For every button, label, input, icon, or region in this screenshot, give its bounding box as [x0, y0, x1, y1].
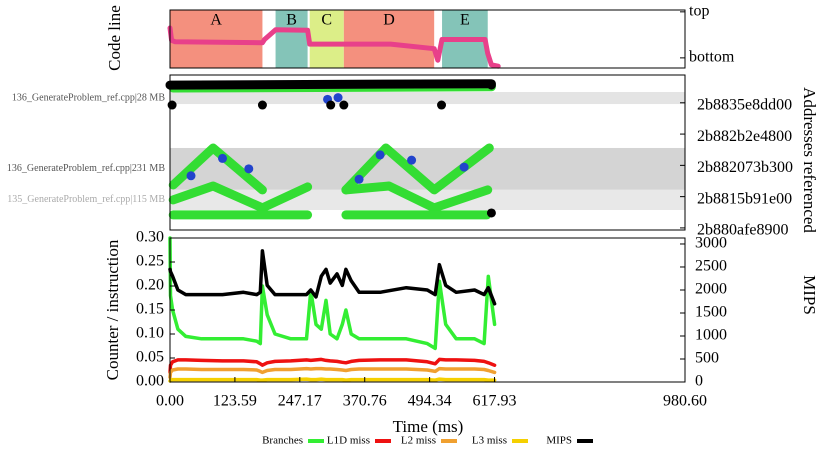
- y-tick-label: 0.15: [136, 301, 164, 318]
- plot-frame: [169, 237, 686, 383]
- address-point: [459, 162, 469, 172]
- y-tick-label: 0.10: [136, 325, 164, 342]
- address-trail: [168, 143, 267, 195]
- y-tick-label: 2b882b2e4800: [697, 128, 792, 145]
- y2-tick-label: 1000: [695, 327, 727, 344]
- phase-label: C: [321, 12, 332, 29]
- legend-label: Branches: [262, 435, 303, 447]
- address-point: [244, 164, 254, 174]
- y2-tick-label: 3000: [695, 235, 727, 252]
- y-tick-label: top: [689, 3, 709, 20]
- y2-tick-label: 0: [695, 373, 703, 390]
- series-line: [168, 249, 497, 306]
- plot-frame: [169, 74, 686, 231]
- code-line-trace: [167, 25, 501, 69]
- address-point: [375, 150, 385, 160]
- region-label: 135_GenerateProblem_ref.cpp|115 MB: [7, 194, 165, 205]
- legend-label: MIPS: [546, 435, 572, 447]
- address-trail: [341, 181, 493, 213]
- series-line: [168, 366, 497, 379]
- y-tick-label: bottom: [689, 49, 735, 66]
- address-point: [486, 80, 496, 90]
- address-trail: [165, 79, 496, 90]
- address-trail: [168, 181, 313, 213]
- address-point: [486, 208, 496, 218]
- x-tick-label: 370.76: [343, 393, 387, 410]
- memory-region: [170, 92, 685, 105]
- x-tick-label: 617.93: [473, 393, 517, 410]
- phase-label: D: [383, 12, 395, 29]
- y-tick-label: 2b880afe8900: [697, 222, 789, 239]
- address-point: [257, 100, 267, 110]
- y-axis-label: Counter / instruction: [103, 239, 122, 380]
- address-point: [437, 100, 447, 110]
- y-axis-label: Code line: [105, 5, 124, 71]
- y-axis-label: Addresses referenced: [800, 87, 819, 233]
- x-tick-label: 980.60: [663, 393, 707, 410]
- x-tick-label: 494.34: [408, 393, 452, 410]
- phase-label: B: [286, 12, 297, 29]
- address-point: [407, 155, 417, 165]
- address-point: [326, 100, 336, 110]
- y2-tick-label: 1500: [695, 304, 727, 321]
- address-point: [186, 171, 196, 181]
- legend-label: L1D miss: [327, 435, 370, 447]
- y-tick-label: 0.30: [136, 229, 164, 246]
- x-tick-label: 123.59: [213, 393, 257, 410]
- y-tick-label: 2b882073b300: [697, 159, 793, 176]
- phase: [170, 10, 263, 68]
- series-line: [168, 357, 497, 375]
- plot-frame: [169, 9, 686, 69]
- address-point: [218, 153, 228, 163]
- legend-label: L2 miss: [401, 435, 436, 447]
- region-label: 136_GenerateProblem_ref.cpp|28 MB: [12, 92, 165, 103]
- series-line: [168, 236, 497, 351]
- y-tick-label: 2b8815b91e00: [697, 190, 792, 207]
- phase: [309, 10, 344, 68]
- y2-axis-label: MIPS: [800, 275, 819, 315]
- y2-tick-label: 500: [695, 350, 719, 367]
- region-label: 136_GenerateProblem_ref.cpp|231 MB: [7, 163, 165, 174]
- phase: [275, 10, 308, 68]
- y-tick-label: 0.25: [136, 253, 164, 270]
- x-tick-label: 0.00: [156, 393, 184, 410]
- y-tick-label: 0.05: [136, 349, 164, 366]
- series-line: [168, 377, 497, 383]
- x-axis-label: Time (ms): [393, 417, 464, 436]
- x-tick-label: 247.17: [278, 393, 322, 410]
- phase: [343, 10, 435, 68]
- legend-label: L3 miss: [472, 435, 507, 447]
- address-point: [354, 174, 364, 184]
- address-point: [167, 100, 177, 110]
- y-tick-label: 0.20: [136, 277, 164, 294]
- y2-tick-label: 2500: [695, 258, 727, 275]
- phase-label: A: [210, 12, 222, 29]
- address-point: [333, 93, 343, 103]
- phase-label: E: [460, 12, 470, 29]
- y2-tick-label: 2000: [695, 281, 727, 298]
- address-point: [339, 100, 349, 110]
- y-tick-label: 2b8835e8dd00: [697, 96, 792, 113]
- y-tick-label: 0.00: [136, 373, 164, 390]
